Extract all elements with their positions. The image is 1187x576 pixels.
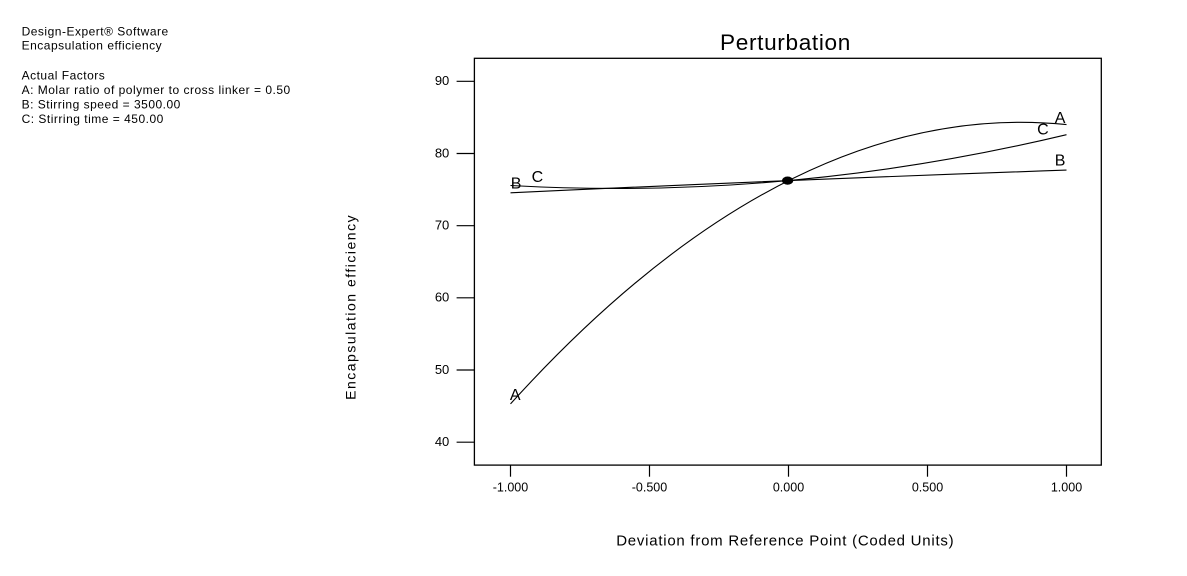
- svg-text:Perturbation: Perturbation: [720, 30, 851, 55]
- svg-text:Actual Factors: Actual Factors: [22, 69, 106, 83]
- svg-text:Encapsulation efficiency: Encapsulation efficiency: [343, 214, 359, 400]
- svg-text:C: C: [1037, 122, 1049, 139]
- svg-text:C: C: [532, 169, 544, 186]
- svg-text:Deviation from Reference Point: Deviation from Reference Point (Coded Un…: [616, 533, 954, 550]
- svg-text:-0.500: -0.500: [632, 481, 667, 495]
- svg-text:1.000: 1.000: [1051, 481, 1082, 495]
- svg-text:70: 70: [435, 218, 449, 233]
- svg-text:A: A: [1055, 110, 1066, 127]
- svg-text:90: 90: [435, 73, 449, 88]
- svg-text:60: 60: [435, 290, 449, 305]
- svg-text:C: Stirring time = 450.00: C: Stirring time = 450.00: [22, 112, 164, 126]
- svg-text:Encapsulation efficiency: Encapsulation efficiency: [22, 39, 163, 53]
- svg-text:B: Stirring speed = 3500.00: B: Stirring speed = 3500.00: [22, 97, 181, 111]
- svg-text:A: A: [510, 387, 521, 404]
- svg-text:B: B: [511, 175, 522, 192]
- svg-text:B: B: [1055, 153, 1066, 170]
- svg-text:Design-Expert® Software: Design-Expert® Software: [22, 24, 169, 38]
- svg-text:40: 40: [435, 434, 449, 449]
- svg-text:0.500: 0.500: [912, 481, 943, 495]
- svg-text:50: 50: [435, 362, 449, 377]
- svg-text:80: 80: [435, 145, 449, 160]
- svg-text:A: Molar ratio of polymer to c: A: Molar ratio of polymer to cross linke…: [22, 83, 291, 97]
- svg-text:0.000: 0.000: [773, 481, 804, 495]
- svg-text:-1.000: -1.000: [493, 481, 528, 495]
